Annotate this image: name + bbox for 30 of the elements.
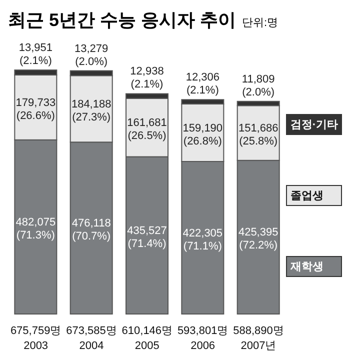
data-label: 435,527 (71.4%) <box>127 224 167 250</box>
data-label: 482,075 (71.3%) <box>16 216 56 242</box>
total-label: 610,146명 <box>122 325 173 337</box>
data-label: 12,938 (2.1%) <box>130 66 164 91</box>
data-label: 425,395 (72.2%) <box>238 226 278 252</box>
chart-subtitle: 단위:명 <box>242 16 278 30</box>
data-label: 476,118 (70.7%) <box>72 218 111 243</box>
total-label: 588,890명 <box>233 325 284 337</box>
x-tick-label: 2004 <box>79 340 104 352</box>
text: 졸업생 <box>286 184 342 206</box>
data-label: 12,306 (2.1%) <box>186 72 220 97</box>
x-tick-label: 2007년 <box>240 340 276 352</box>
x-tick-label: 2003 <box>24 340 48 352</box>
total-label: 673,585명 <box>66 325 117 337</box>
data-label: 11,809 (2.0%) <box>242 73 275 98</box>
total-label: 675,759명 <box>10 325 62 337</box>
data-label: 161,681 (26.5%) <box>127 117 167 142</box>
total-label: 593,801명 <box>177 325 228 337</box>
chart-title: 최근 5년간 수능 응시자 추이 <box>8 9 236 32</box>
data-label: 179,733 (26.6%) <box>16 96 56 122</box>
x-tick-label: 2005 <box>134 340 160 352</box>
data-label: 13,279 (2.0%) <box>74 42 108 68</box>
series-label: 재학생 <box>286 256 342 276</box>
data-label: 422,305 (71.1%) <box>182 227 223 252</box>
data-label: 13,951 (2.1%) <box>18 42 53 67</box>
data-label: 184,188 (27.3%) <box>71 98 112 124</box>
series-label: 검정·기타 <box>286 114 342 134</box>
data-label: 151,686 (25.8%) <box>238 122 278 148</box>
x-tick-label: 2006 <box>190 340 216 352</box>
data-label: 159,190 (26.8%) <box>182 122 223 148</box>
